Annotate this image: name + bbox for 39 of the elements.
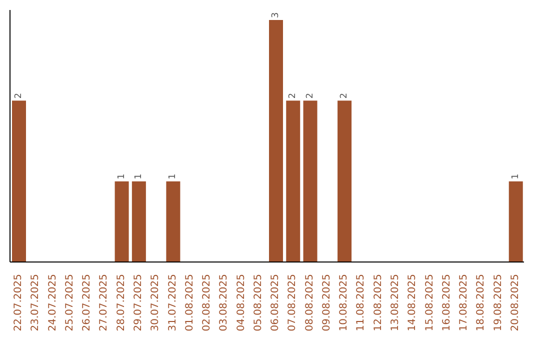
x-tick-label: 22.07.2025 (13, 274, 24, 332)
data-label: 1 (168, 174, 178, 180)
data-label: 3 (271, 12, 281, 18)
x-tick-label: 15.08.2025 (424, 274, 436, 332)
x-tick-label: 27.07.2025 (98, 274, 110, 332)
x-tick-label: 01.08.2025 (184, 274, 196, 332)
x-tick-label: 10.08.2025 (338, 274, 350, 332)
x-tick-label: 04.08.2025 (236, 274, 247, 332)
data-label: 2 (340, 92, 350, 99)
x-tick-label: 20.08.2025 (510, 274, 521, 332)
x-tick-label: 14.08.2025 (407, 274, 418, 332)
data-label: 2 (305, 92, 316, 99)
x-tick-label: 17.08.2025 (458, 274, 470, 332)
x-tick-label: 02.08.2025 (202, 274, 213, 332)
data-label: 1 (134, 174, 144, 180)
x-tick-label: 24.07.2025 (47, 274, 58, 332)
x-tick-label: 07.08.2025 (287, 274, 298, 332)
x-tick-label: 09.08.2025 (321, 274, 332, 332)
x-tick-label: 13.08.2025 (390, 274, 401, 332)
x-tick-label: 03.08.2025 (218, 274, 230, 332)
x-tick-label: 23.07.2025 (30, 274, 42, 332)
x-tick-label: 16.08.2025 (441, 274, 452, 332)
x-tick-label: 31.07.2025 (167, 274, 178, 332)
x-tick-label: 28.07.2025 (116, 274, 127, 332)
data-label: 1 (116, 174, 127, 180)
x-tick-label: 26.07.2025 (82, 274, 93, 332)
x-tick-label: 19.08.2025 (492, 274, 504, 332)
x-tick-label: 29.07.2025 (133, 274, 144, 332)
x-tick-label: 12.08.2025 (372, 274, 384, 332)
data-label: 1 (510, 174, 521, 180)
x-tick-label: 05.08.2025 (252, 274, 264, 332)
data-label: 2 (14, 92, 24, 99)
x-tick-label: 06.08.2025 (270, 274, 282, 332)
x-tick-label: 08.08.2025 (304, 274, 316, 332)
x-tick-label: 11.08.2025 (356, 274, 367, 332)
data-label: 2 (288, 92, 298, 99)
x-tick-label: 30.07.2025 (150, 274, 162, 332)
x-tick-label: 25.07.2025 (64, 274, 76, 332)
x-tick-label: 18.08.2025 (476, 274, 487, 332)
